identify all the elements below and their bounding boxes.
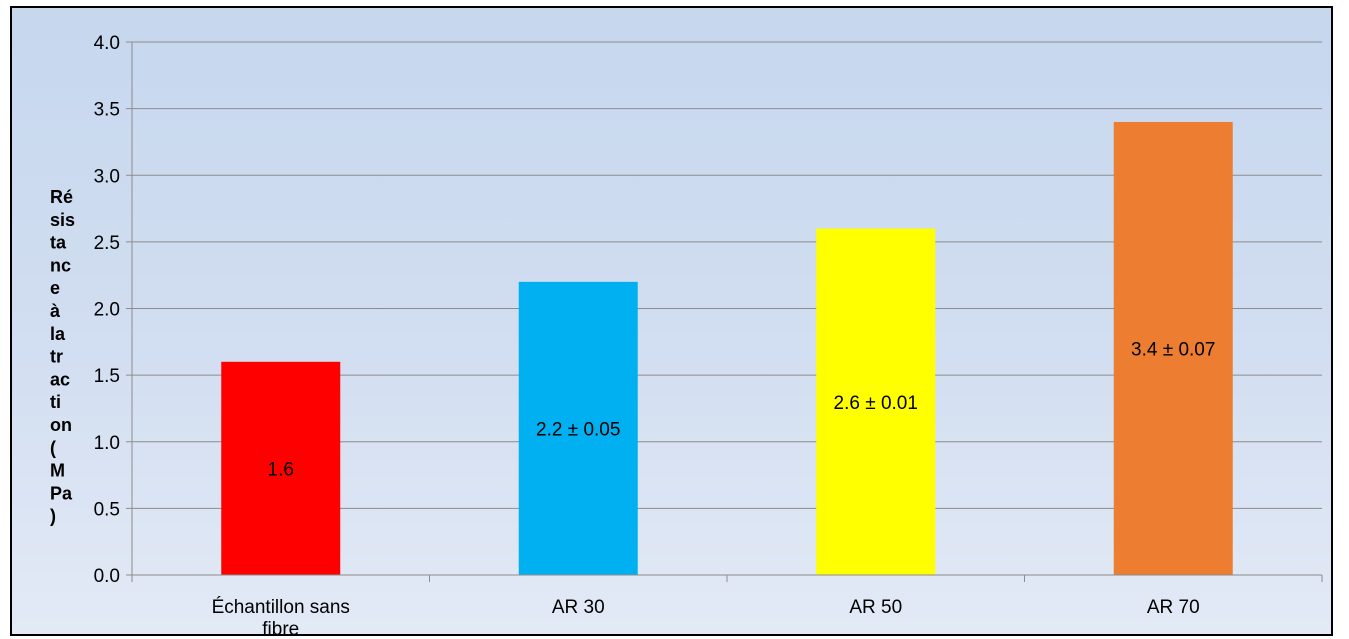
chart-frame: 0.0 0.5 1.0 1.5 2.0 2.5 3.0 3.5 4.0 Échantillon … (10, 6, 1333, 636)
y-tick-label: 2.5 (94, 233, 120, 254)
chart-svg: 0.0 0.5 1.0 1.5 2.0 2.5 3.0 3.5 4.0 Échantillon … (12, 8, 1331, 634)
data-labels: 1.6 2.2 ± 0.05 2.6 ± 0.01 3.4 ± 0.07 (268, 339, 1216, 480)
x-category-label: AR 50 (849, 597, 902, 618)
y-tick-label: 0.5 (94, 499, 120, 520)
y-tick-label: 0.0 (94, 566, 120, 587)
y-tick-label: 3.5 (94, 100, 120, 121)
y-tick-label: 2.0 (94, 300, 120, 321)
x-category-label: AR 70 (1147, 597, 1200, 618)
data-label-1: 1.6 (268, 459, 294, 480)
y-tick-label: 1.5 (94, 366, 120, 387)
bars (221, 122, 1233, 575)
x-category-labels: Échantillon sans fibre AR 30 AR 50 AR 70 (212, 597, 1200, 634)
y-tick-label: 1.0 (94, 433, 120, 454)
y-axis-label: Ré sis ta nc e à la tr ac ti on(M Pa) (50, 187, 75, 526)
x-category-label: Échantillon sans fibre (212, 597, 350, 634)
data-label-3: 2.6 ± 0.01 (834, 393, 918, 414)
x-category-label: AR 30 (552, 597, 605, 618)
y-axis-title: Ré sis ta nc e à la tr ac ti on(M Pa) (50, 187, 75, 526)
data-label-4: 3.4 ± 0.07 (1131, 339, 1215, 360)
y-tick-labels: 0.0 0.5 1.0 1.5 2.0 2.5 3.0 3.5 4.0 (94, 33, 120, 587)
y-tick-label: 3.0 (94, 166, 120, 187)
data-label-2: 2.2 ± 0.05 (536, 419, 620, 440)
y-tick-label: 4.0 (94, 33, 120, 54)
